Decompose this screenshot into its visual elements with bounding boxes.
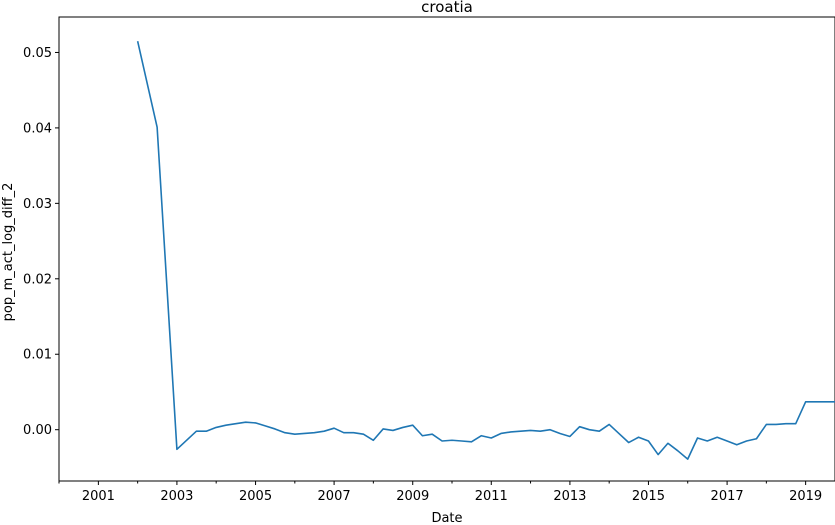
x-tick-label: 2005 [239, 489, 272, 504]
plot-frame [58, 16, 835, 482]
chart-title: croatia [421, 0, 473, 16]
y-tick-label: 0.02 [23, 272, 52, 287]
y-tick-label: 0.01 [23, 348, 52, 363]
x-axis: 2001 2003 2005 2007 2009 2011 2013 2015 2017 2019 [58, 481, 822, 504]
y-tick-label: 0.03 [23, 197, 52, 212]
x-axis-label: Date [431, 511, 462, 525]
x-tick-label: 2009 [396, 489, 429, 504]
x-tick-label: 2017 [711, 489, 744, 504]
series-line [136, 40, 835, 460]
x-tick-label: 2003 [160, 489, 193, 504]
y-tick-label: 0.04 [23, 121, 52, 136]
x-tick-label: 2013 [553, 489, 586, 504]
y-axis: 0.00 0.01 0.02 0.03 0.04 0.05 [23, 46, 59, 438]
y-tick-label: 0.00 [23, 423, 52, 438]
axes-frame [58, 16, 835, 482]
x-tick-label: 2019 [789, 489, 822, 504]
y-axis-label: pop_m_act_log_diff_2 [1, 183, 16, 322]
x-tick-label: 2001 [82, 489, 115, 504]
x-tick-label: 2007 [318, 489, 351, 504]
x-tick-label: 2015 [632, 489, 665, 504]
y-tick-label: 0.05 [23, 46, 52, 61]
x-tick-label: 2011 [475, 489, 508, 504]
